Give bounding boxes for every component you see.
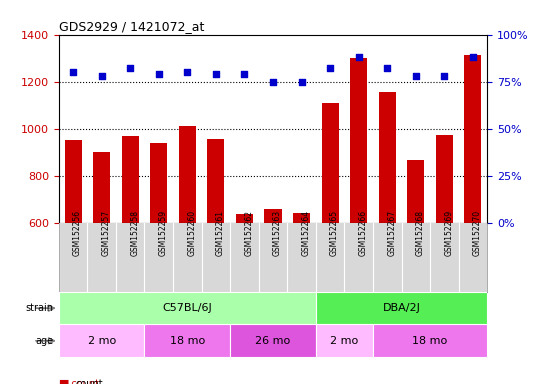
Text: 26 mo: 26 mo (255, 336, 291, 346)
Bar (150, 143, 167, 223)
Text: 18 mo: 18 mo (170, 336, 205, 346)
Bar (122, 136, 139, 223)
Text: GSM152259: GSM152259 (159, 210, 168, 256)
Bar (316, 324, 373, 357)
Bar (59, 324, 144, 357)
Text: GSM152256: GSM152256 (73, 210, 82, 256)
Bar (379, 92, 396, 223)
Bar (373, 324, 487, 357)
Text: ■: ■ (59, 379, 69, 384)
Text: strain: strain (25, 303, 53, 313)
Point (183, 69, 192, 75)
Bar (59, 292, 316, 324)
Text: C57BL/6J: C57BL/6J (162, 303, 212, 313)
Text: ■ count: ■ count (59, 379, 99, 384)
Point (468, 54, 477, 60)
Bar (93, 152, 110, 223)
Point (97, 73, 106, 79)
Point (440, 73, 449, 79)
Text: DBA/2J: DBA/2J (382, 303, 421, 313)
Point (268, 79, 277, 85)
Text: GDS2929 / 1421072_at: GDS2929 / 1421072_at (59, 20, 204, 33)
Bar (144, 324, 230, 357)
Bar (407, 161, 424, 223)
Bar (230, 324, 316, 357)
Bar (321, 103, 339, 223)
Point (68, 69, 77, 75)
Text: 2 mo: 2 mo (330, 336, 358, 346)
Text: GSM152265: GSM152265 (330, 210, 339, 256)
Text: 18 mo: 18 mo (413, 336, 447, 346)
Text: 2 mo: 2 mo (87, 336, 116, 346)
Point (325, 65, 334, 71)
Bar (264, 209, 282, 223)
Point (211, 71, 220, 77)
Text: GSM152262: GSM152262 (244, 210, 254, 256)
Text: GSM152267: GSM152267 (387, 210, 396, 256)
Point (154, 71, 164, 77)
Point (297, 79, 306, 85)
Text: GSM152264: GSM152264 (301, 210, 311, 256)
Text: GSM152269: GSM152269 (444, 210, 454, 256)
Text: count: count (76, 379, 103, 384)
Bar (316, 292, 487, 324)
Point (382, 65, 391, 71)
Bar (207, 139, 225, 223)
Point (354, 54, 363, 60)
Bar (179, 126, 196, 223)
Text: GSM152266: GSM152266 (358, 210, 368, 256)
Bar (236, 215, 253, 223)
Bar (293, 214, 310, 223)
Text: GSM152268: GSM152268 (416, 210, 425, 256)
Text: GSM152257: GSM152257 (102, 210, 111, 256)
Bar (436, 134, 453, 223)
Point (411, 73, 420, 79)
Text: GSM152270: GSM152270 (473, 210, 482, 256)
Bar (350, 58, 367, 223)
Text: GSM152263: GSM152263 (273, 210, 282, 256)
Text: GSM152260: GSM152260 (187, 210, 197, 256)
Text: GSM152261: GSM152261 (216, 210, 225, 256)
Bar (64, 141, 82, 223)
Bar (464, 55, 482, 223)
Text: age: age (35, 336, 53, 346)
Point (240, 71, 249, 77)
Point (125, 65, 134, 71)
Text: GSM152258: GSM152258 (130, 210, 139, 256)
